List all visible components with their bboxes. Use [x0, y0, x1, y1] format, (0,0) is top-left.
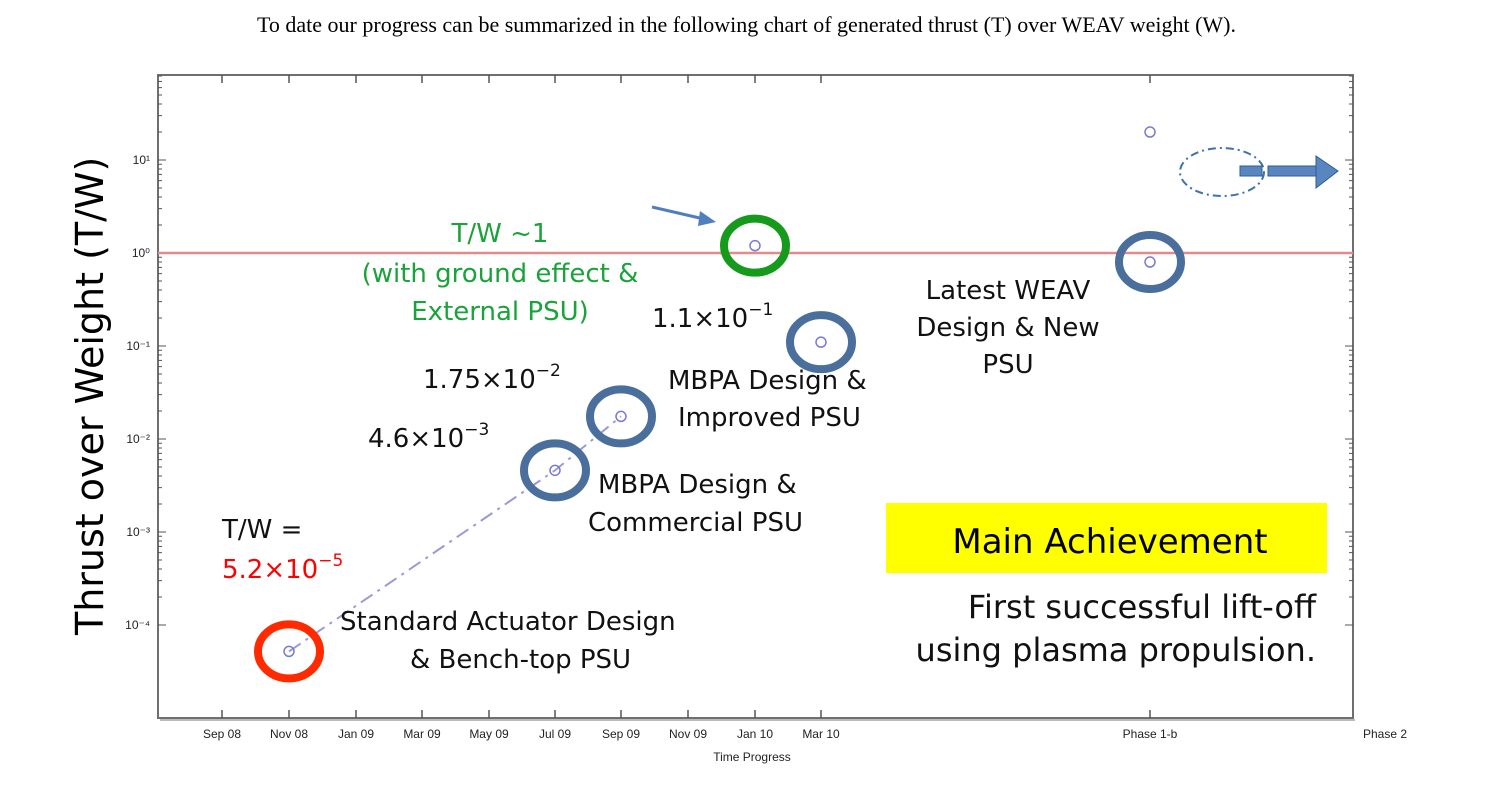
x-tick-label: Jan 09 — [338, 727, 374, 741]
tw-first-value: 5.2×10−5 — [222, 551, 343, 585]
value-1p75e-2-exp: −2 — [536, 361, 561, 381]
main-achievement-title: Main Achievement — [952, 522, 1267, 562]
value-label-4p6e-3: 4.6×10−3 — [368, 420, 489, 454]
latest-note-line2: Design & New — [916, 313, 1099, 343]
latest-note-line3: PSU — [982, 350, 1033, 380]
data-point — [749, 239, 761, 252]
y-tick-label: 10⁻¹ — [126, 339, 150, 353]
highlight-ring — [520, 439, 590, 502]
highlight-ring — [786, 311, 856, 374]
x-tick-label: Mar 09 — [403, 727, 441, 741]
tw-first-exp: −5 — [318, 551, 343, 571]
plot-frame — [157, 74, 1354, 719]
data-point — [1144, 256, 1156, 268]
standard-design-line1: Standard Actuator Design — [340, 607, 676, 637]
x-tick-label: Nov 09 — [669, 727, 707, 741]
x-tick-label: Phase 2 — [1363, 727, 1407, 741]
value-4p6e-3-exp: −3 — [464, 420, 489, 440]
highlight-ring — [254, 620, 324, 683]
x-tick-label: Jul 09 — [539, 727, 571, 741]
x-tick-label: Sep 09 — [602, 727, 640, 741]
x-axis-title: Time Progress — [713, 750, 791, 764]
value-label-1p1e-1: 1.1×10−1 — [652, 300, 773, 334]
data-point — [815, 336, 827, 348]
value-1p1e-1-exp: −1 — [748, 300, 773, 320]
y-tick-label: 10¹ — [133, 153, 150, 167]
value-1p75e-2-mantissa: 1.75×10 — [423, 365, 536, 395]
x-tick-label: Jan 10 — [737, 727, 773, 741]
y-tick-label: 10⁰ — [132, 246, 150, 260]
x-tick-label: Nov 08 — [270, 727, 308, 741]
mbpa-improved-line2: Improved PSU — [678, 403, 861, 433]
pointer-arrow-icon — [651, 205, 716, 226]
y-tick-label: 10⁻⁴ — [125, 618, 150, 632]
value-1p1e-1-mantissa: 1.1×10 — [652, 304, 748, 334]
achievement-line1: First successful lift-off — [968, 588, 1317, 626]
latest-note-line1: Latest WEAV — [926, 276, 1091, 306]
achievement-line2: using plasma propulsion. — [916, 631, 1316, 669]
y-tick-label: 10⁻² — [126, 432, 150, 446]
y-tick-label: 10⁻³ — [126, 525, 150, 539]
x-tick-label: Mar 10 — [802, 727, 840, 741]
x-tick-labels: Sep 08 Nov 08 Jan 09 Mar 09 May 09 Jul 09 Sep … — [203, 727, 1407, 741]
highlight-ring — [1115, 231, 1185, 294]
green-note-line1: T/W ~1 — [451, 219, 549, 249]
data-point — [615, 410, 627, 423]
mbpa-commercial-line2: Commercial PSU — [588, 508, 803, 538]
y-axis-title: Thrust over Weight (T/W) — [68, 157, 112, 636]
tw-prefix-label: T/W = — [221, 515, 302, 545]
value-label-1p75e-2: 1.75×10−2 — [423, 361, 561, 395]
x-tick-label: Phase 1-b — [1123, 727, 1178, 741]
data-point — [1144, 126, 1156, 138]
mbpa-improved-line1: MBPA Design & — [668, 366, 867, 396]
green-note-line3: External PSU) — [411, 297, 589, 327]
highlight-ring — [586, 385, 656, 448]
future-arrow-icon — [1239, 155, 1339, 190]
mbpa-commercial-line1: MBPA Design & — [598, 470, 797, 500]
intro-text: To date our progress can be summarized i… — [257, 12, 1236, 37]
green-note-line2: (with ground effect & — [362, 259, 639, 289]
x-tick-label: May 09 — [469, 727, 509, 741]
standard-design-line2: & Bench-top PSU — [410, 645, 631, 675]
data-point — [283, 645, 295, 658]
tw-first-mantissa: 5.2×10 — [222, 555, 318, 585]
highlight-rings — [254, 214, 1185, 683]
future-target-ellipse — [1179, 147, 1265, 197]
x-tick-label: Sep 08 — [203, 727, 241, 741]
y-tick-labels: 10¹ 10⁰ 10⁻¹ 10⁻² 10⁻³ 10⁻⁴ — [125, 153, 150, 632]
data-points — [283, 126, 1156, 658]
highlight-ring — [720, 214, 790, 277]
main-achievement-highlight — [886, 503, 1327, 573]
data-point — [549, 464, 561, 477]
value-4p6e-3-mantissa: 4.6×10 — [368, 424, 464, 454]
